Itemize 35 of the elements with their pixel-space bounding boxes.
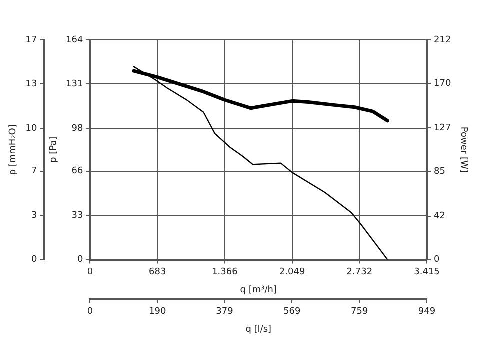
- x2-tick-label: 949: [418, 307, 436, 318]
- y2-tick-label: 127: [434, 123, 452, 134]
- y2-axis-title: Power [W]: [458, 126, 468, 173]
- y2-tick-label: 0: [434, 255, 440, 266]
- y-tick-label: 164: [66, 35, 84, 46]
- x-tick-label: 2.049: [279, 268, 306, 278]
- x-tick-label: 0: [87, 268, 94, 278]
- x-tick-label: 1.366: [212, 268, 238, 278]
- y2-tick-label: 85: [434, 167, 446, 178]
- y-axis-title: p [Pa]: [48, 136, 59, 163]
- y-tick-label: 66: [72, 166, 84, 177]
- y-tick-label: 0: [77, 255, 84, 266]
- y3-tick-label: 7: [32, 166, 38, 177]
- x-axis-title: q [m³/h]: [240, 285, 277, 296]
- x2-tick-label: 569: [284, 307, 302, 318]
- x2-tick-label: 759: [351, 307, 368, 318]
- x-tick-label: 683: [148, 268, 166, 278]
- y2-tick-label: 42: [434, 212, 446, 222]
- y3-tick-label: 10: [26, 124, 38, 134]
- y2-tick-label: 170: [434, 78, 452, 89]
- y3-tick-label: 13: [26, 80, 38, 90]
- x2-tick-label: 0: [87, 307, 94, 318]
- x-tick-label: 3.415: [414, 268, 440, 278]
- y2-tick-label: 212: [434, 35, 452, 46]
- x2-tick-label: 379: [216, 307, 234, 318]
- y-tick-label: 131: [66, 80, 84, 90]
- y3-tick-label: 3: [32, 210, 38, 221]
- x2-axis-title: q [l/s]: [246, 324, 272, 335]
- y-tick-label: 33: [72, 210, 84, 221]
- y3-tick-label: 17: [26, 35, 38, 46]
- x2-tick-label: 190: [149, 307, 167, 318]
- y3-axis-title: p [mmH₂O]: [8, 124, 19, 176]
- y3-tick-label: 0: [32, 255, 38, 266]
- x-tick-label: 2.732: [346, 268, 373, 278]
- y-tick-label: 98: [72, 124, 84, 134]
